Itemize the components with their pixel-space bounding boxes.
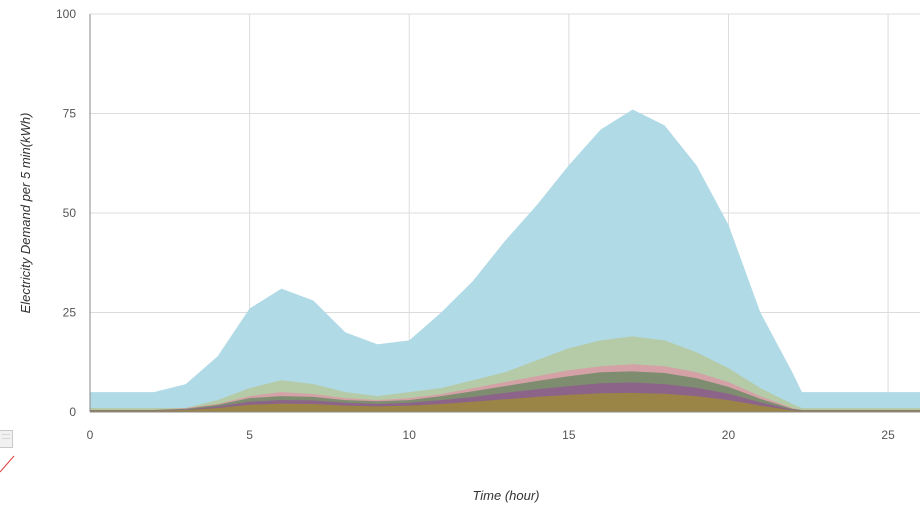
y-tick-label: 0 <box>69 405 76 419</box>
x-tick-label: 25 <box>881 428 895 442</box>
scrollbar-grip <box>2 438 10 439</box>
y-tick-label: 75 <box>63 107 77 121</box>
x-tick-label: 20 <box>722 428 736 442</box>
red-annotation-line <box>0 455 15 473</box>
axes <box>89 14 920 413</box>
area-series-1 <box>90 109 920 412</box>
scrollbar-grip <box>2 434 10 435</box>
grid-lines <box>90 13 920 412</box>
y-tick-label: 25 <box>63 306 77 320</box>
area-series-6 <box>90 392 920 412</box>
area-series-group <box>90 109 920 412</box>
x-tick-label: 5 <box>246 428 253 442</box>
x-tick-label: 10 <box>403 428 417 442</box>
x-tick-label: 15 <box>562 428 576 442</box>
x-tick-label: 0 <box>87 428 94 442</box>
scrollbar-stub[interactable] <box>0 430 13 448</box>
y-tick-label: 100 <box>56 7 76 21</box>
x-axis-title: Time (hour) <box>472 488 539 503</box>
y-axis-title: Electricity Demand per 5 min(kWh) <box>18 113 33 314</box>
x-tick-labels: 0 5 10 15 20 25 <box>87 428 895 442</box>
y-tick-label: 50 <box>63 206 77 220</box>
y-tick-labels: 0 25 50 75 100 <box>56 7 76 419</box>
